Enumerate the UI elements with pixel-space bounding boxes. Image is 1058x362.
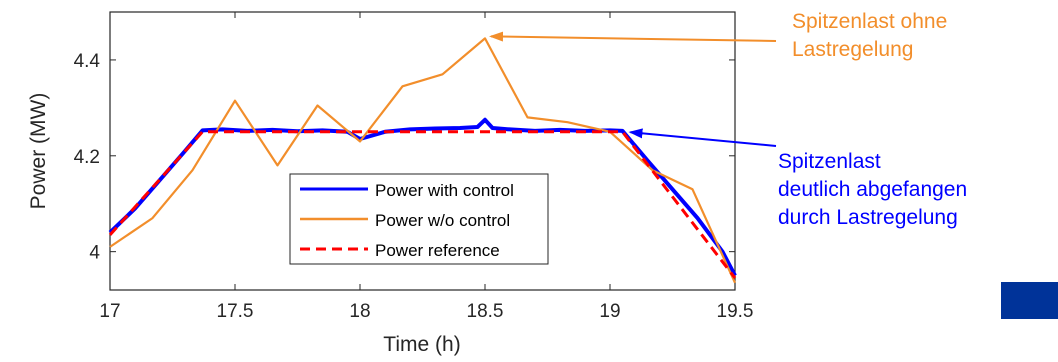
annotation-text: Spitzenlast — [778, 150, 881, 173]
annotation-text: Spitzenlast ohne — [792, 10, 948, 33]
x-tick-label: 18 — [349, 301, 370, 322]
series-line-power-without-control — [109, 37, 737, 284]
legend-label-power-reference: Power reference — [375, 241, 500, 260]
y-tick-label: 4.4 — [74, 51, 101, 72]
annotation-arrow-peak-with-control — [628, 128, 777, 147]
y-tick-label: 4.2 — [74, 147, 100, 168]
x-tick-label: 17.5 — [217, 301, 254, 322]
legend-label-power-with-control: Power with control — [375, 181, 514, 200]
annotation-text: durch Lastregelung — [778, 206, 958, 229]
annotation-peak-without-control: Spitzenlast ohne Lastregelung — [792, 8, 947, 64]
y-axis-label: Power (MW) — [27, 93, 50, 210]
y-tick-label: 4 — [89, 243, 100, 264]
series-line-power-reference — [108, 130, 737, 279]
decorative-block — [1001, 282, 1058, 319]
series-layer — [108, 37, 737, 284]
legend-label-power-without-control: Power w/o control — [375, 211, 510, 230]
x-axis-label: Time (h) — [383, 333, 460, 356]
x-tick-label: 19.5 — [717, 301, 754, 322]
x-axis-ticks: 17 17.5 18 18.5 19 19.5 — [99, 12, 753, 322]
annotation-text: Lastregelung — [792, 38, 914, 61]
annotation-peak-with-control: Spitzenlast deutlich abgefangen durch La… — [778, 148, 967, 232]
annotation-arrow-peak-without-control — [489, 31, 777, 42]
annotation-text: deutlich abgefangen — [778, 178, 968, 201]
plot-area-frame — [109, 11, 736, 291]
x-tick-label: 18.5 — [467, 301, 504, 322]
legend: Power with control Power w/o control Pow… — [289, 173, 549, 265]
y-axis-ticks: 4 4.2 4.4 — [74, 51, 735, 264]
x-tick-label: 17 — [99, 301, 120, 322]
x-tick-label: 19 — [599, 301, 620, 322]
